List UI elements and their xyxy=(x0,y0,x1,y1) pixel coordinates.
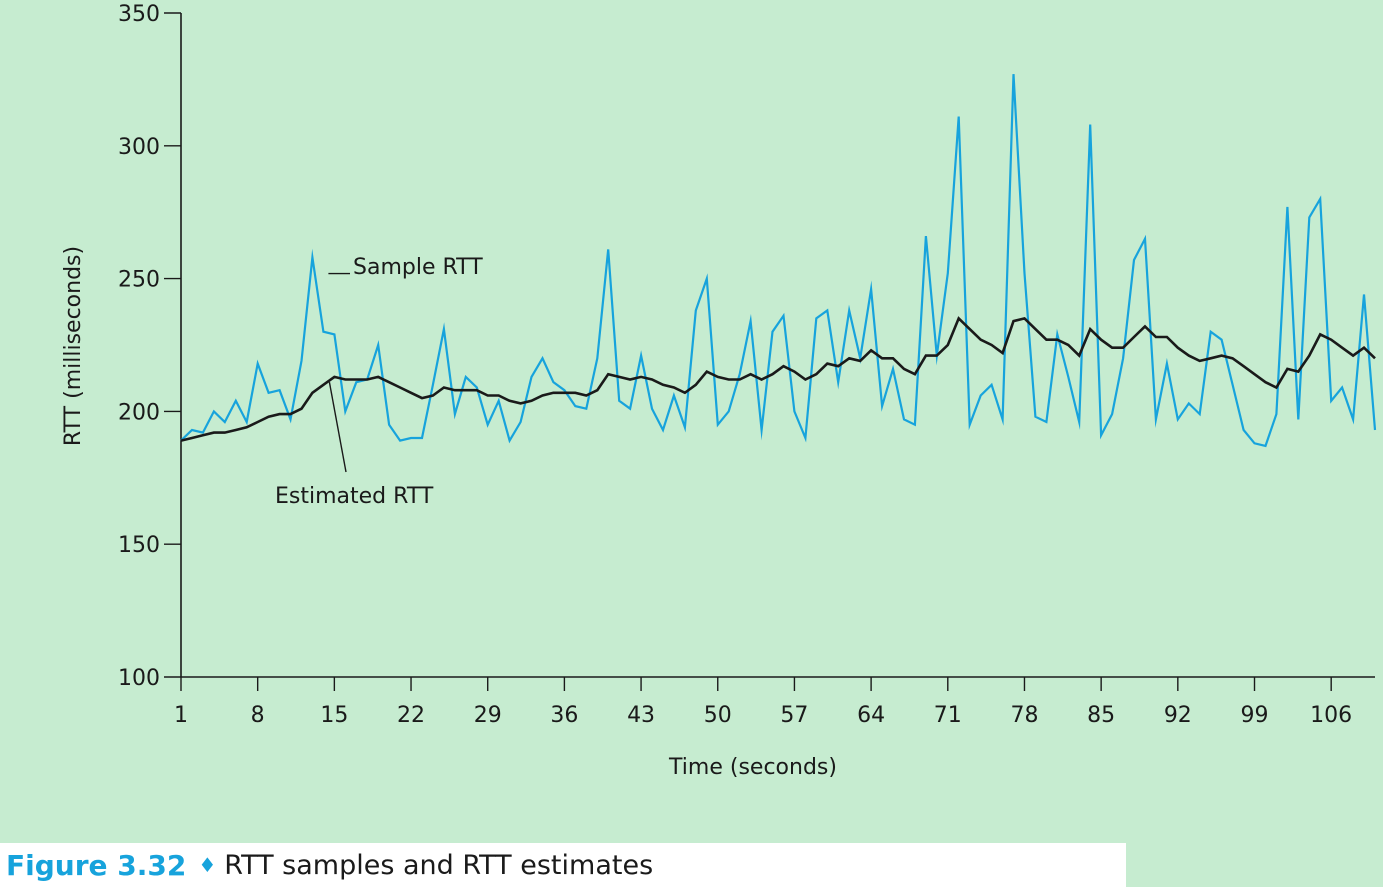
y-tick-label: 300 xyxy=(118,135,160,160)
figure-label: Figure 3.32 xyxy=(6,848,187,882)
x-tick-label: 29 xyxy=(474,703,502,728)
x-axis-title: Time (seconds) xyxy=(668,755,837,780)
figure-caption: Figure 3.32 ♦ RTT samples and RTT estima… xyxy=(0,843,1126,887)
y-tick-label: 350 xyxy=(118,2,160,27)
diamond-icon: ♦ xyxy=(198,853,217,877)
estimated-rtt-leader-line xyxy=(328,382,347,473)
sample-rtt-line xyxy=(180,74,1377,448)
x-tick-label: 106 xyxy=(1310,703,1352,728)
y-tick-label: 150 xyxy=(118,533,160,558)
x-tick-label: 57 xyxy=(780,703,808,728)
x-tick-label: 8 xyxy=(251,703,265,728)
x-tick-label: 85 xyxy=(1087,703,1115,728)
caption-text: RTT samples and RTT estimates xyxy=(224,849,654,881)
x-tick-label: 99 xyxy=(1241,703,1269,728)
x-tick-label: 36 xyxy=(550,703,578,728)
x-tick-label: 78 xyxy=(1010,703,1038,728)
y-tick-label: 100 xyxy=(118,666,160,691)
estimated-rtt-label: Estimated RTT xyxy=(275,484,434,509)
annotation-layer: Sample RTT Estimated RTT xyxy=(275,255,483,509)
y-tick-label: 200 xyxy=(118,400,160,425)
x-tick-label: 92 xyxy=(1164,703,1192,728)
x-tick-label: 64 xyxy=(857,703,885,728)
sample-rtt-label: Sample RTT xyxy=(353,255,483,280)
series-layer xyxy=(180,74,1377,448)
x-tick-label: 1 xyxy=(174,703,188,728)
x-tick-label: 15 xyxy=(320,703,348,728)
y-tick-label: 250 xyxy=(118,268,160,293)
estimated-rtt-line xyxy=(180,316,1376,442)
y-axis-title: RTT (milliseconds) xyxy=(61,246,86,446)
x-tick-label: 22 xyxy=(397,703,425,728)
x-tick-label: 43 xyxy=(627,703,655,728)
axes: 100 150 200 250 300 350 1 8 15 22 29 36 43 50 57 64 71 78… xyxy=(118,2,1375,728)
x-tick-label: 50 xyxy=(704,703,732,728)
x-tick-label: 71 xyxy=(934,703,962,728)
